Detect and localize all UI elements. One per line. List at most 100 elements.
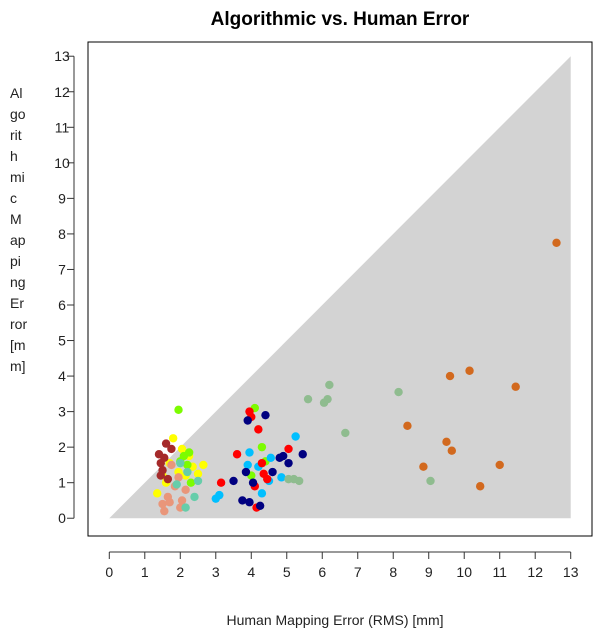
data-point-s5-2 bbox=[243, 460, 252, 470]
data-point-s2-6 bbox=[177, 496, 187, 505]
x-tick-label-10: 10 bbox=[456, 564, 472, 580]
data-point-s0-0 bbox=[153, 489, 162, 498]
data-point-s3-7 bbox=[257, 442, 267, 452]
data-points bbox=[153, 238, 561, 516]
y-label-line-3: h bbox=[10, 148, 18, 164]
y-label-line-13: m] bbox=[10, 358, 26, 374]
y-tick-label-8: 8 bbox=[58, 226, 66, 242]
data-point-s7-12 bbox=[268, 467, 277, 477]
data-point-s9-2 bbox=[442, 437, 451, 447]
data-point-s8-2 bbox=[294, 476, 304, 486]
data-point-s2-3 bbox=[167, 460, 176, 470]
data-point-s5-6 bbox=[277, 473, 286, 482]
x-tick-label-9: 9 bbox=[425, 564, 433, 580]
x-tick-label-3: 3 bbox=[212, 564, 220, 580]
data-point-s5-7 bbox=[291, 432, 300, 441]
data-point-s6-9 bbox=[284, 444, 293, 454]
data-point-s7-10 bbox=[284, 458, 293, 468]
data-point-s5-1 bbox=[215, 490, 224, 500]
y-label-line-9: ng bbox=[10, 274, 26, 290]
data-point-s9-6 bbox=[475, 482, 485, 491]
data-point-s0-10 bbox=[199, 460, 208, 470]
x-tick-label-13: 13 bbox=[563, 564, 579, 580]
data-point-s9-3 bbox=[445, 371, 455, 381]
data-point-s4-1 bbox=[181, 503, 190, 512]
data-point-s7-0 bbox=[229, 476, 238, 486]
y-tick-label-4: 4 bbox=[58, 368, 66, 384]
data-point-s9-0 bbox=[403, 421, 412, 431]
data-point-s9-1 bbox=[419, 462, 428, 471]
y-label-line-0: Al bbox=[10, 85, 22, 101]
data-point-s7-9 bbox=[279, 451, 288, 461]
y-label-line-7: ap bbox=[10, 232, 26, 248]
y-tick-label-12: 12 bbox=[54, 84, 70, 100]
data-point-s7-6 bbox=[255, 501, 265, 510]
data-point-s8-6 bbox=[325, 380, 334, 390]
y-label-line-2: rit bbox=[10, 127, 22, 143]
data-point-s8-8 bbox=[394, 387, 403, 397]
y-tick-label-5: 5 bbox=[58, 333, 66, 349]
data-point-s6-0 bbox=[216, 478, 226, 487]
y-label-line-8: pi bbox=[10, 253, 21, 269]
y-label-line-11: ror bbox=[10, 316, 27, 332]
data-point-s6-5 bbox=[257, 458, 267, 468]
x-tick-label-2: 2 bbox=[176, 564, 184, 580]
plot-area-frame bbox=[87, 41, 593, 537]
data-point-s3-5 bbox=[184, 448, 194, 457]
x-tick-label-0: 0 bbox=[105, 564, 113, 580]
data-point-s7-7 bbox=[261, 410, 270, 420]
data-point-s2-1 bbox=[160, 506, 169, 516]
x-tick-label-8: 8 bbox=[389, 564, 397, 580]
y-label-line-1: go bbox=[10, 106, 26, 122]
data-point-s7-1 bbox=[238, 496, 247, 505]
data-point-s4-5 bbox=[183, 467, 192, 477]
data-point-s5-3 bbox=[245, 448, 254, 457]
data-point-s7-5 bbox=[248, 478, 258, 487]
data-point-s2-5 bbox=[174, 473, 183, 482]
data-point-s1-6 bbox=[167, 444, 176, 454]
data-point-s3-0 bbox=[174, 405, 183, 415]
data-point-s0-5 bbox=[177, 444, 187, 454]
x-tick-label-5: 5 bbox=[283, 564, 291, 580]
data-point-s2-7 bbox=[181, 485, 190, 494]
y-label-line-6: M bbox=[10, 211, 22, 227]
data-point-s3-3 bbox=[183, 460, 192, 470]
chart-title: Algorithmic vs. Human Error bbox=[211, 9, 470, 30]
x-tick-label-4: 4 bbox=[247, 564, 255, 580]
x-tick-label-1: 1 bbox=[141, 564, 149, 580]
data-point-s9-4 bbox=[447, 446, 457, 455]
data-point-s1-7 bbox=[156, 471, 165, 480]
data-point-s6-8 bbox=[259, 469, 268, 479]
data-point-s4-3 bbox=[176, 458, 185, 468]
data-point-s8-7 bbox=[341, 428, 350, 438]
data-point-s4-4 bbox=[193, 476, 203, 486]
data-point-s2-0 bbox=[158, 499, 167, 509]
data-point-s7-4 bbox=[245, 498, 254, 507]
data-point-s6-1 bbox=[232, 450, 242, 459]
x-axis: 0 1 2 3 4 5 6 7 8 9 10 11 12 13 bbox=[105, 551, 579, 580]
data-point-s8-9 bbox=[426, 476, 435, 486]
data-point-s1-4 bbox=[161, 439, 171, 448]
data-point-s4-2 bbox=[190, 492, 199, 502]
data-point-s9-5 bbox=[465, 366, 474, 375]
x-tick-label-6: 6 bbox=[318, 564, 326, 580]
data-point-s9-7 bbox=[495, 460, 504, 470]
y-tick-label-9: 9 bbox=[58, 190, 66, 206]
x-tick-label-7: 7 bbox=[354, 564, 362, 580]
data-point-s3-4 bbox=[186, 478, 196, 487]
data-point-s1-5 bbox=[163, 474, 173, 484]
y-label-line-12: [m bbox=[10, 337, 26, 353]
data-point-s8-3 bbox=[303, 394, 313, 404]
data-point-s7-11 bbox=[298, 450, 307, 459]
x-tick-label-11: 11 bbox=[492, 564, 507, 580]
data-point-s0-9 bbox=[193, 469, 203, 479]
data-point-s5-8 bbox=[266, 453, 275, 463]
data-point-s9-8 bbox=[511, 382, 520, 391]
y-label-line-5: c bbox=[10, 190, 17, 206]
data-point-s6-4 bbox=[254, 425, 263, 434]
y-label-line-10: Er bbox=[10, 295, 24, 311]
y-label-line-4: mi bbox=[10, 169, 25, 185]
